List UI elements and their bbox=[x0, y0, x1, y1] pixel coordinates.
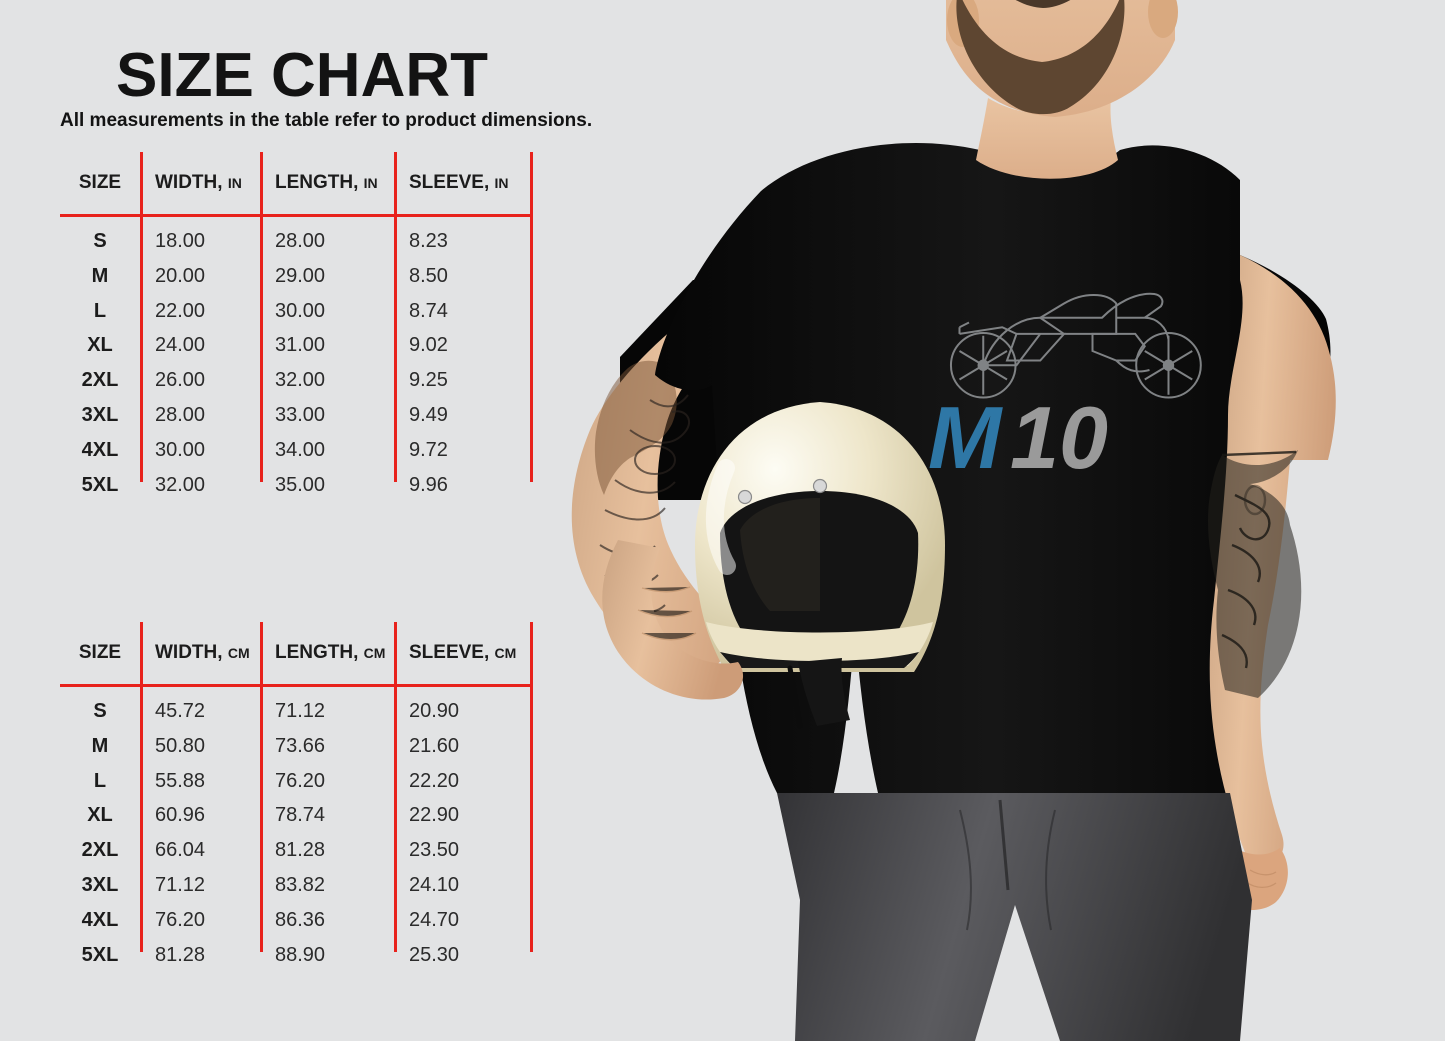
svg-text:M: M bbox=[928, 388, 1003, 487]
svg-text:10: 10 bbox=[1010, 388, 1108, 487]
